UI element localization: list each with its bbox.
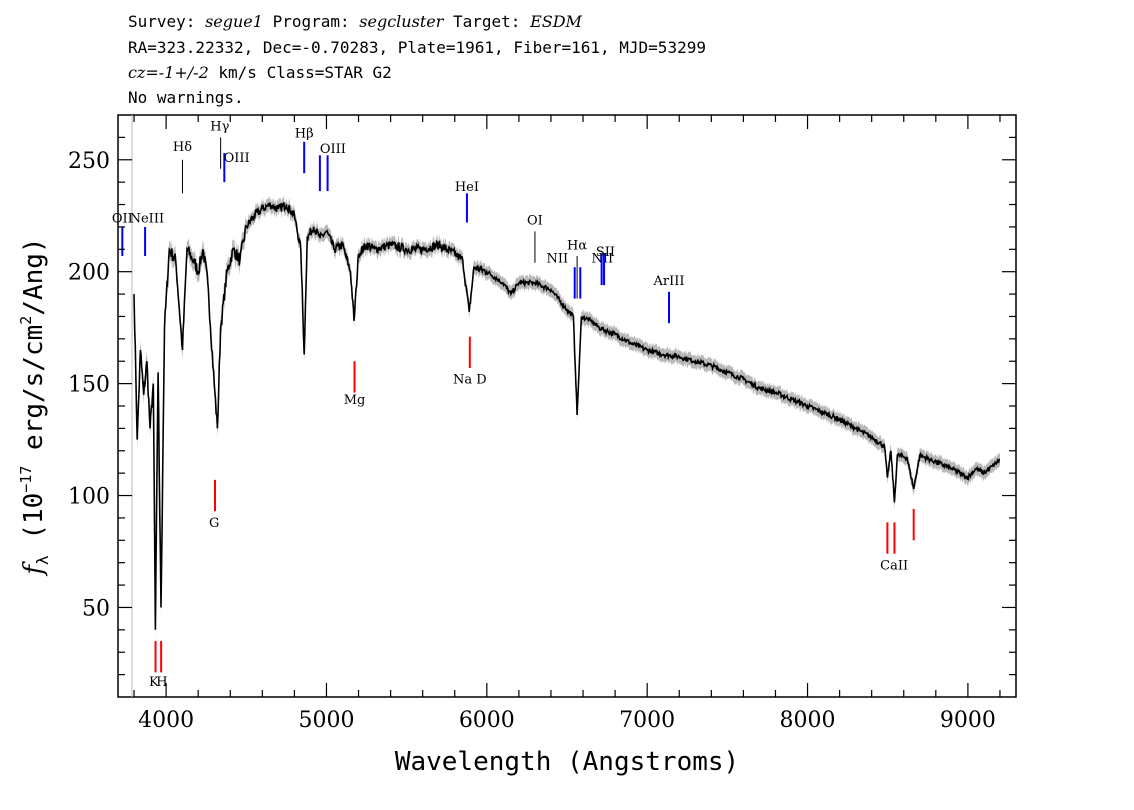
error-band	[134, 195, 1000, 639]
line-label-5: Hβ	[295, 126, 314, 141]
line-label-15: ArIII	[652, 274, 684, 289]
line-label-2: Hδ	[173, 140, 192, 155]
x-tick-label: 4000	[138, 708, 194, 733]
plot-frame	[117, 114, 1017, 698]
y-tick-label: 150	[68, 373, 110, 398]
line-label-20: Na D	[453, 373, 487, 388]
target-value: ESDM	[530, 12, 582, 31]
line-label-4: OIII	[224, 151, 250, 166]
line-label-17: H	[156, 675, 167, 690]
line-label-9: OI	[527, 214, 543, 229]
x-tick-label: 9000	[940, 708, 996, 733]
cz-label: cz=	[128, 63, 159, 82]
plot-border	[117, 114, 1017, 698]
y-tick-label: 50	[82, 596, 110, 621]
y-tick-label: 200	[68, 261, 110, 286]
line-label-13: SII	[596, 245, 615, 260]
line-label-3: Hγ	[210, 120, 229, 135]
program-value: segcluster	[359, 12, 444, 31]
x-tick-label: 8000	[780, 708, 836, 733]
spectrum-line	[133, 201, 1001, 630]
line-label-6: OIII	[320, 142, 346, 157]
spectrum-layer	[133, 201, 1001, 630]
line-label-18: G	[209, 516, 219, 531]
header-line-2: RA=323.22332, Dec=-0.70283, Plate=1961, …	[128, 38, 706, 57]
error-band-area	[134, 195, 1000, 639]
line-label-21: CaII	[880, 558, 908, 573]
x-axis-label: Wavelength (Angstroms)	[395, 747, 739, 777]
line-label-11: Hα	[567, 238, 587, 253]
line-label-19: Mg	[344, 393, 366, 408]
spectral-lines: OIINeIIIHδHγOIIIHβOIIIHeIOINIIHαNIISIIAr…	[112, 120, 915, 690]
x-tick-label: 5000	[298, 708, 354, 733]
cz-unit: km/s Class=STAR G2	[218, 63, 392, 82]
line-label-10: NII	[547, 252, 569, 267]
y-tick-label: 100	[68, 485, 110, 510]
line-label-8: HeI	[455, 180, 479, 195]
line-label-1: NeIII	[130, 211, 164, 226]
header-line-3: cz=-1+/-2 km/s Class=STAR G2	[128, 63, 392, 82]
y-tick-label: 250	[68, 149, 110, 174]
survey-value: segue1	[205, 12, 263, 31]
header-line-1: Survey: segue1 Program: segcluster Targe…	[128, 12, 582, 31]
x-tick-label: 7000	[619, 708, 675, 733]
x-tick-label: 6000	[459, 708, 515, 733]
line-label-16: K	[149, 675, 159, 690]
header-line-4: No warnings.	[128, 88, 244, 107]
axis-ticks: 4000 5000 6000 7000 8000 9000 50 100 150 200 250	[68, 115, 1016, 733]
line-label-0: OII	[112, 211, 133, 226]
y-axis-label: fλ (10−17 erg/s/cm2/Ang)	[17, 237, 52, 576]
cz-value: -1+/-2	[158, 63, 209, 82]
